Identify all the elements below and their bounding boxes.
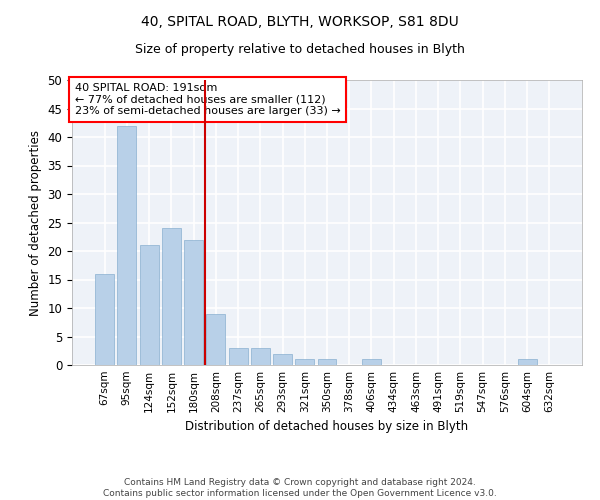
Text: 40 SPITAL ROAD: 191sqm
← 77% of detached houses are smaller (112)
23% of semi-de: 40 SPITAL ROAD: 191sqm ← 77% of detached… — [74, 83, 340, 116]
Bar — [273, 354, 292, 365]
Bar — [295, 360, 314, 365]
X-axis label: Distribution of detached houses by size in Blyth: Distribution of detached houses by size … — [185, 420, 469, 434]
Text: Size of property relative to detached houses in Blyth: Size of property relative to detached ho… — [135, 42, 465, 56]
Bar — [140, 246, 158, 365]
Bar — [362, 360, 381, 365]
Bar — [206, 314, 225, 365]
Bar — [251, 348, 270, 365]
Bar — [95, 274, 114, 365]
Bar — [518, 360, 536, 365]
Text: Contains HM Land Registry data © Crown copyright and database right 2024.
Contai: Contains HM Land Registry data © Crown c… — [103, 478, 497, 498]
Bar — [229, 348, 248, 365]
Bar — [118, 126, 136, 365]
Y-axis label: Number of detached properties: Number of detached properties — [29, 130, 42, 316]
Text: 40, SPITAL ROAD, BLYTH, WORKSOP, S81 8DU: 40, SPITAL ROAD, BLYTH, WORKSOP, S81 8DU — [141, 15, 459, 29]
Bar — [184, 240, 203, 365]
Bar — [162, 228, 181, 365]
Bar — [317, 360, 337, 365]
